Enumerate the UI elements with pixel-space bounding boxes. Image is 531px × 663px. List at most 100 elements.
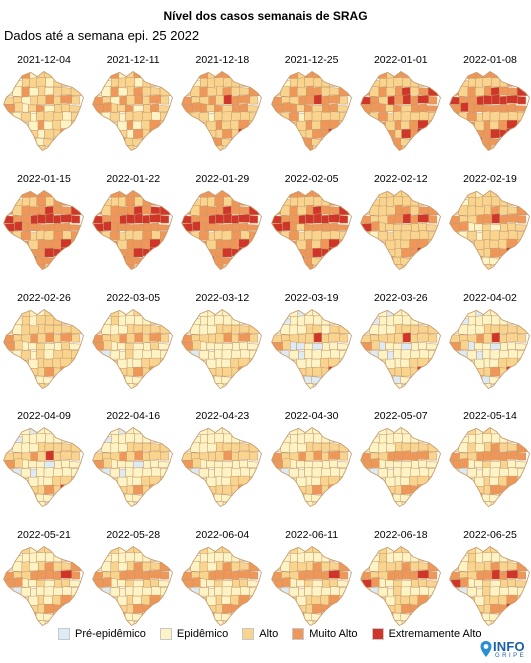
map-region: [118, 433, 127, 446]
map-region: [394, 595, 401, 607]
map-panel: 2022-02-05: [268, 173, 356, 279]
map-region: [238, 570, 251, 579]
map-region: [427, 78, 439, 88]
map-region: [377, 136, 387, 148]
map-region: [499, 494, 509, 504]
map-region: [61, 562, 72, 571]
map-region: [297, 113, 305, 122]
map-region: [216, 442, 224, 453]
map-region: [37, 366, 45, 376]
map-region: [199, 349, 210, 360]
map-region: [288, 587, 299, 597]
map-region: [192, 358, 200, 368]
map-region: [460, 220, 469, 231]
map-region: [337, 71, 349, 81]
map-region: [199, 442, 208, 454]
map-region: [289, 459, 297, 469]
map-region: [369, 366, 381, 376]
map-region: [387, 350, 394, 360]
map-region: [313, 331, 322, 343]
map-region: [249, 604, 261, 614]
map-region: [460, 120, 468, 131]
map-region: [476, 451, 484, 462]
map-region: [400, 467, 411, 478]
map-region: [320, 502, 330, 507]
map-date-label: 2022-06-25: [463, 529, 517, 542]
map-region: [93, 476, 104, 487]
map-region: [118, 314, 127, 327]
map-region: [449, 571, 460, 580]
map-region: [206, 223, 215, 231]
map-region: [378, 264, 387, 270]
map-region: [61, 103, 70, 112]
map-region: [20, 309, 31, 317]
map-panel: 2022-05-07: [357, 410, 445, 516]
map-region: [329, 206, 339, 214]
map-region: [92, 562, 103, 571]
map-region: [70, 255, 81, 267]
map-region: [3, 129, 14, 139]
map-region: [118, 77, 127, 89]
map-region: [387, 95, 395, 106]
map-region: [282, 71, 289, 79]
map-region: [327, 603, 340, 613]
map-region: [3, 214, 14, 224]
map-region: [498, 621, 508, 626]
map-region: [304, 433, 314, 444]
map-date-label: 2022-04-16: [106, 410, 161, 423]
map-region: [71, 333, 81, 342]
map-region: [417, 365, 429, 375]
legend-item: Pré-epidêmico: [58, 628, 146, 640]
map-region: [160, 485, 172, 495]
map-region: [70, 434, 82, 444]
map-region: [361, 265, 371, 270]
map-region: [3, 443, 13, 452]
map-region: [45, 569, 54, 580]
map-region: [489, 467, 500, 478]
map-region: [231, 214, 240, 224]
map-region: [151, 255, 161, 265]
map-region: [483, 485, 491, 495]
map-region: [516, 309, 528, 319]
map-region: [71, 214, 81, 224]
map-region: [37, 595, 45, 607]
map-region: [4, 357, 15, 368]
map-region: [271, 434, 283, 445]
map-region: [60, 247, 72, 256]
map-region: [159, 546, 171, 556]
brazil-choropleth-map: [3, 427, 84, 508]
map-region: [417, 603, 429, 613]
map-region: [28, 223, 37, 231]
map-region: [311, 247, 322, 258]
map-region: [126, 247, 134, 258]
map-region: [151, 348, 161, 359]
map-region: [200, 103, 208, 113]
map-region: [214, 552, 225, 563]
map-region: [249, 476, 260, 486]
map-region: [320, 613, 331, 623]
map-region: [320, 546, 329, 555]
country-outline: [92, 308, 174, 389]
map-region: [20, 427, 31, 435]
page-title: Nível dos casos semanais de SRAG: [163, 9, 368, 23]
map-region: [28, 342, 37, 350]
map-region: [127, 357, 134, 369]
map-region: [499, 452, 507, 462]
map-region: [475, 324, 485, 334]
map-region: [249, 214, 259, 224]
map-region: [143, 222, 151, 233]
map-region: [61, 206, 72, 214]
map-region: [449, 485, 460, 496]
map-region: [12, 620, 23, 626]
map-region: [427, 383, 438, 389]
country-outline: [92, 71, 174, 152]
map-region: [402, 196, 411, 206]
map-region: [460, 610, 468, 622]
map-region: [160, 239, 171, 248]
map-region: [3, 325, 13, 334]
map-region: [208, 95, 217, 106]
map-region: [419, 348, 429, 359]
map-region: [127, 85, 135, 96]
map-region: [21, 561, 30, 573]
map-region: [71, 571, 81, 580]
